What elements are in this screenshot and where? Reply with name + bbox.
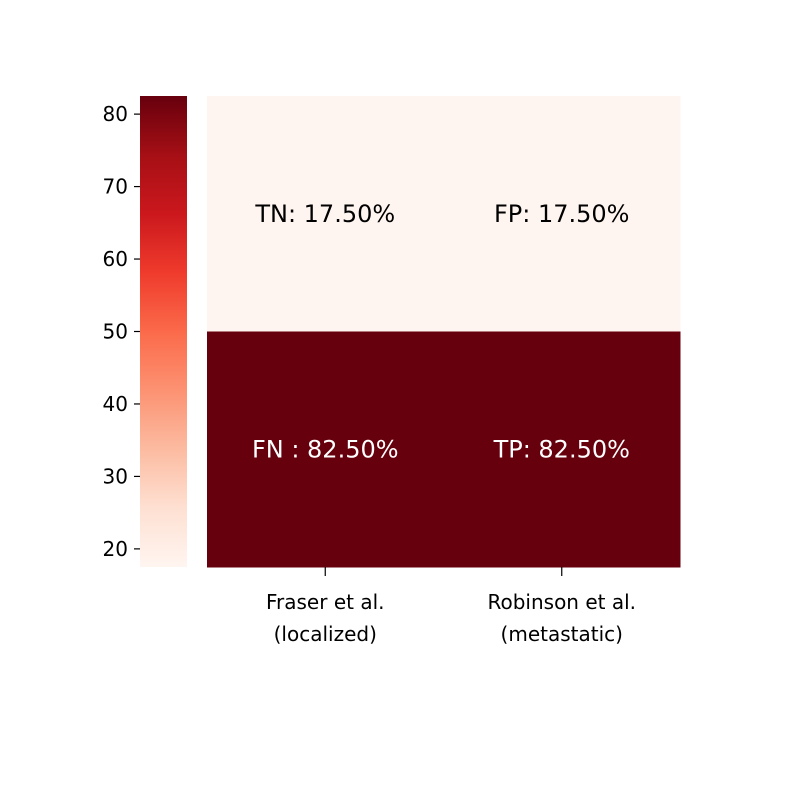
colorbar-tick-label: 20 — [103, 537, 128, 561]
x-tick-label: Fraser et al. (localized) — [266, 590, 385, 646]
heatmap-cell — [207, 331, 444, 568]
cell-annotation: FP: 17.50% — [494, 200, 630, 228]
colorbar-gradient — [140, 96, 187, 567]
x-axis: Fraser et al. (localized) Robinson et al.(… — [266, 567, 636, 646]
colorbar-tick-label: 70 — [103, 175, 128, 199]
cell-annotation: TP: 82.50% — [493, 435, 630, 463]
heatmap-cell — [207, 96, 444, 332]
cell-annotation: TN: 17.50% — [254, 200, 395, 228]
colorbar-tick-label: 60 — [103, 247, 128, 271]
colorbar: 20 30 40 50 60 70 80 — [103, 96, 187, 567]
cell-annotation: FN : 82.50% — [252, 435, 399, 463]
colorbar-tick-label: 80 — [103, 102, 128, 126]
heatmap-cells: TN: 17.50% FP: 17.50% FN : 82.50% TP: 82.50… — [207, 96, 681, 568]
heatmap-cell — [443, 331, 681, 568]
heatmap-cell — [443, 96, 681, 332]
colorbar-tick-label: 50 — [103, 320, 128, 344]
colorbar-tick-label: 40 — [103, 392, 128, 416]
colorbar-tick-label: 30 — [103, 464, 128, 488]
x-tick-label: Robinson et al. (metastatic) — [487, 590, 636, 646]
